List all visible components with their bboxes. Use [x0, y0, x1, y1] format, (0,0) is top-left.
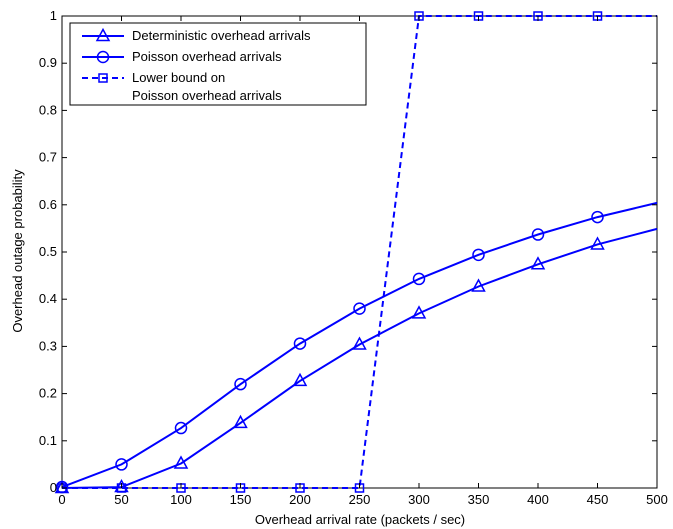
y-tick-label: 0.2 — [39, 386, 57, 401]
data-point — [233, 414, 248, 429]
x-tick-label: 300 — [408, 492, 430, 507]
series-layer — [54, 11, 658, 494]
data-point — [411, 305, 427, 319]
legend-marker — [95, 27, 111, 42]
x-tick-label: 250 — [349, 492, 371, 507]
y-tick-label: 0.4 — [39, 291, 57, 306]
data-point — [353, 302, 366, 315]
x-tick-label: 500 — [646, 492, 668, 507]
series-triangle — [54, 227, 658, 494]
legend-marker — [98, 73, 108, 83]
data-point — [234, 377, 247, 391]
series-line — [61, 201, 658, 489]
data-point — [292, 372, 308, 387]
data-point — [590, 236, 605, 250]
y-tick-label: 0.9 — [39, 55, 57, 70]
data-point — [591, 210, 604, 224]
y-tick-label: 0.3 — [39, 338, 57, 353]
x-axis-label: Overhead arrival rate (packets / sec) — [255, 512, 465, 527]
data-point — [531, 228, 545, 241]
series-line — [61, 227, 658, 489]
y-tick-label: 0.8 — [39, 102, 57, 117]
y-tick-label: 1 — [50, 8, 57, 23]
legend: Deterministic overhead arrivals Poisson o… — [69, 22, 367, 106]
data-point — [174, 421, 188, 435]
series-circle — [55, 201, 658, 494]
data-point — [293, 337, 307, 350]
x-tick-label: 400 — [527, 492, 549, 507]
x-tick-label: 100 — [170, 492, 192, 507]
legend-label: Poisson overhead arrivals — [132, 88, 282, 103]
data-point — [115, 458, 128, 471]
y-tick-label: 0.5 — [39, 244, 57, 259]
y-axis-label: Overhead outage probability — [10, 169, 25, 333]
x-tick-label: 200 — [289, 492, 311, 507]
x-tick-label: 50 — [114, 492, 128, 507]
x-tick-label: 450 — [587, 492, 609, 507]
axis-ticks: 0 50 100 150 200 250 300 350 400 450 500 0 0.1 0.2 0.3… — [39, 8, 668, 507]
data-point — [530, 256, 546, 270]
y-tick-label: 0 — [50, 480, 57, 495]
legend-marker — [96, 50, 110, 64]
x-tick-label: 350 — [468, 492, 490, 507]
legend-label: Deterministic overhead arrivals — [132, 28, 311, 43]
data-point — [471, 278, 486, 292]
legend-label: Lower bound on — [132, 70, 225, 85]
series-line — [62, 15, 657, 489]
x-tick-label: 0 — [58, 492, 65, 507]
data-point — [352, 336, 367, 350]
legend-label: Poisson overhead arrivals — [132, 49, 282, 64]
x-tick-label: 150 — [230, 492, 252, 507]
data-point — [173, 455, 189, 469]
y-tick-label: 0.7 — [39, 150, 57, 165]
y-tick-label: 0.6 — [39, 197, 57, 212]
y-tick-label: 0.1 — [39, 433, 57, 448]
data-point — [412, 272, 426, 286]
data-point — [472, 248, 485, 262]
